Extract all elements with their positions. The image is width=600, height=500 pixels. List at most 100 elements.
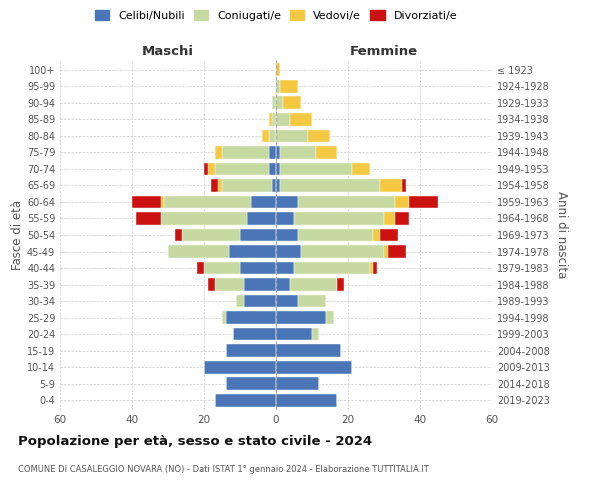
Bar <box>276 179 280 192</box>
Bar <box>204 360 276 374</box>
Bar <box>240 262 276 274</box>
Bar <box>326 311 334 324</box>
Bar <box>276 394 337 406</box>
Bar <box>276 377 319 390</box>
Bar <box>283 96 301 110</box>
Y-axis label: Anni di nascita: Anni di nascita <box>555 192 568 278</box>
Bar <box>352 162 370 175</box>
Bar <box>229 245 276 258</box>
Bar <box>373 262 377 274</box>
Bar <box>269 113 272 126</box>
Bar <box>215 278 244 291</box>
Bar <box>280 80 298 93</box>
Bar <box>276 113 290 126</box>
Bar <box>373 228 380 241</box>
Bar <box>161 212 247 225</box>
Bar <box>276 162 280 175</box>
Bar <box>290 113 312 126</box>
Bar <box>384 245 388 258</box>
Bar <box>226 311 276 324</box>
Bar <box>204 262 240 274</box>
Bar <box>215 394 276 406</box>
Bar <box>337 278 344 291</box>
Bar <box>308 130 330 142</box>
Bar <box>218 179 222 192</box>
Bar <box>226 344 276 357</box>
Bar <box>272 113 276 126</box>
Bar <box>276 344 341 357</box>
Bar <box>280 179 380 192</box>
Bar <box>222 146 269 159</box>
Bar <box>244 294 276 308</box>
Bar <box>132 196 161 208</box>
Bar <box>276 80 280 93</box>
Bar <box>294 212 384 225</box>
Bar <box>384 212 395 225</box>
Bar <box>276 212 294 225</box>
Bar <box>388 245 406 258</box>
Bar <box>276 245 301 258</box>
Bar <box>276 130 308 142</box>
Bar <box>380 179 402 192</box>
Bar <box>276 294 298 308</box>
Bar <box>272 179 276 192</box>
Bar <box>269 146 276 159</box>
Bar <box>161 196 164 208</box>
Legend: Celibi/Nubili, Coniugati/e, Vedovi/e, Divorziati/e: Celibi/Nubili, Coniugati/e, Vedovi/e, Di… <box>93 8 459 24</box>
Bar <box>276 360 352 374</box>
Bar <box>262 130 269 142</box>
Bar <box>298 228 373 241</box>
Bar <box>276 311 326 324</box>
Bar <box>290 278 337 291</box>
Bar <box>215 146 222 159</box>
Bar <box>294 262 370 274</box>
Bar <box>298 196 395 208</box>
Bar <box>244 278 276 291</box>
Bar <box>276 64 280 76</box>
Text: Popolazione per età, sesso e stato civile - 2024: Popolazione per età, sesso e stato civil… <box>18 435 372 448</box>
Bar <box>276 196 298 208</box>
Bar <box>402 179 406 192</box>
Bar <box>395 196 409 208</box>
Bar <box>276 328 312 340</box>
Bar <box>272 96 276 110</box>
Bar <box>276 278 290 291</box>
Bar <box>164 196 251 208</box>
Bar <box>276 96 283 110</box>
Bar <box>197 262 204 274</box>
Bar <box>208 278 215 291</box>
Bar <box>269 162 276 175</box>
Bar <box>276 146 280 159</box>
Text: Maschi: Maschi <box>142 46 194 59</box>
Bar <box>175 228 182 241</box>
Bar <box>233 328 276 340</box>
Y-axis label: Fasce di età: Fasce di età <box>11 200 24 270</box>
Bar <box>298 294 326 308</box>
Bar <box>301 245 384 258</box>
Bar <box>204 162 208 175</box>
Bar <box>208 162 215 175</box>
Bar <box>226 377 276 390</box>
Bar <box>240 228 276 241</box>
Bar <box>269 130 276 142</box>
Bar <box>251 196 276 208</box>
Bar <box>182 228 240 241</box>
Bar <box>370 262 373 274</box>
Bar <box>236 294 244 308</box>
Bar <box>168 245 229 258</box>
Bar <box>222 179 272 192</box>
Bar <box>312 328 319 340</box>
Bar <box>211 179 218 192</box>
Bar <box>276 228 298 241</box>
Bar <box>316 146 337 159</box>
Bar <box>136 212 161 225</box>
Bar <box>409 196 438 208</box>
Bar <box>276 262 294 274</box>
Bar <box>280 162 352 175</box>
Bar <box>215 162 269 175</box>
Bar <box>222 311 226 324</box>
Text: COMUNE DI CASALEGGIO NOVARA (NO) - Dati ISTAT 1° gennaio 2024 - Elaborazione TUT: COMUNE DI CASALEGGIO NOVARA (NO) - Dati … <box>18 465 429 474</box>
Bar <box>280 146 316 159</box>
Bar <box>380 228 398 241</box>
Text: Femmine: Femmine <box>350 46 418 59</box>
